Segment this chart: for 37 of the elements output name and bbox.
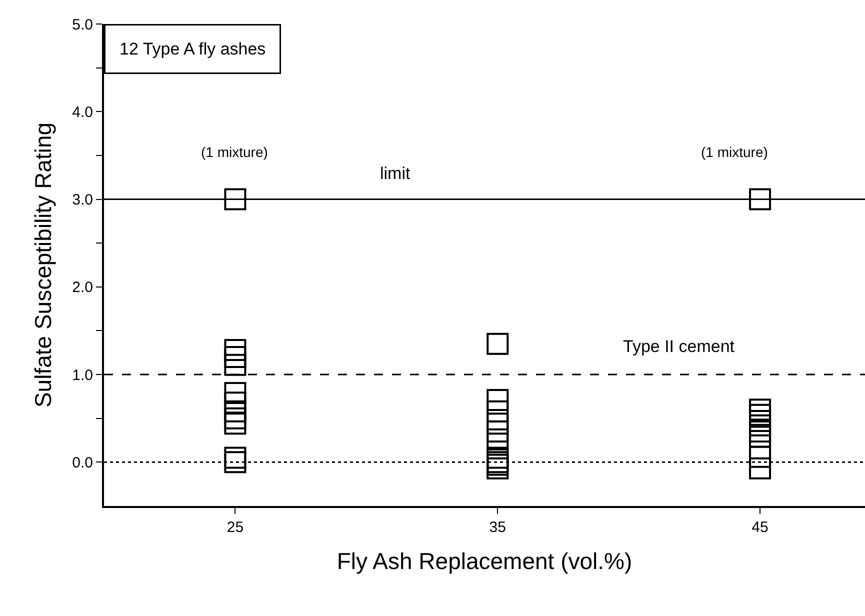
- y-tick-label: 2.0: [72, 279, 93, 296]
- point: [224, 407, 246, 430]
- y-tick-label: 3.0: [72, 192, 93, 209]
- annotation: 12 Type A fly ashes: [120, 40, 266, 58]
- point: [224, 451, 246, 474]
- x-tick-label: 25: [226, 519, 244, 536]
- annotation: (1 mixture): [701, 144, 768, 160]
- point: [224, 346, 246, 368]
- point: [224, 339, 246, 362]
- point: [486, 446, 509, 469]
- x-axis-title: Fly Ash Replacement (vol.%): [336, 548, 632, 574]
- ref-line-label: limit: [380, 164, 410, 183]
- point: [749, 446, 772, 468]
- point: [486, 388, 509, 411]
- point: [749, 457, 772, 480]
- point: [749, 398, 772, 421]
- point: [224, 188, 246, 210]
- point: [224, 412, 246, 435]
- point: [486, 332, 509, 355]
- y-tick-label: 4.0: [72, 104, 93, 121]
- y-axis-title: Sulfate Susceptibility Rating: [30, 122, 56, 408]
- point: [224, 400, 246, 422]
- point: [486, 428, 509, 450]
- y-tick-label: 5.0: [72, 16, 93, 34]
- y-tick-label: 0.0: [72, 454, 93, 472]
- annotation: (1 mixture): [201, 144, 268, 160]
- point: [224, 382, 246, 404]
- x-tick-label: 35: [489, 519, 506, 536]
- y-tick-label: 1.0: [72, 366, 93, 384]
- point: [224, 354, 246, 376]
- ref-line-label: Type II cement: [623, 337, 735, 356]
- point: [486, 412, 509, 435]
- point: [749, 188, 772, 210]
- point: [224, 446, 246, 469]
- point: [749, 404, 772, 426]
- point: [486, 457, 509, 480]
- x-tick-label: 45: [752, 519, 768, 536]
